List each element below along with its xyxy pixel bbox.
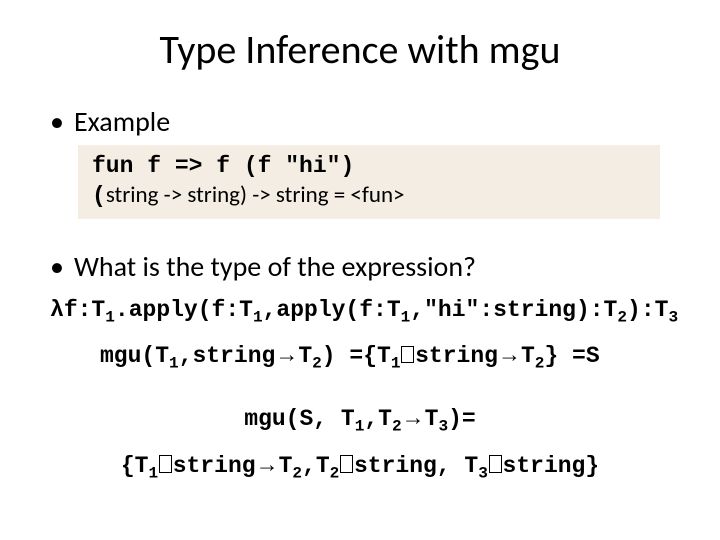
code-example-box: fun f => f (f "hi") (string -> string) -… xyxy=(78,145,660,219)
arrow-icon: → xyxy=(256,451,279,477)
code-type-rest: -> string = <fun> xyxy=(252,181,404,209)
slide: Type Inference with mgu Example fun f =>… xyxy=(0,0,720,540)
code-line-1: fun f => f (f "hi") xyxy=(92,151,646,181)
code-paren-open: ( xyxy=(92,183,106,209)
maps-to-icon xyxy=(489,455,502,473)
code-paren-close: ) xyxy=(240,181,252,209)
maps-to-icon xyxy=(401,346,414,364)
code-line-2: (string -> string) -> string = <fun> xyxy=(92,181,646,211)
bullet-example: Example xyxy=(50,104,670,139)
arrow-icon: → xyxy=(498,341,521,367)
code-type-inner: string -> string xyxy=(106,181,240,209)
lambda-expression: λf:T1.apply(f:T1,apply(f:T1,"hi":string)… xyxy=(50,292,670,329)
maps-to-icon xyxy=(159,455,172,473)
bullet-list-2: What is the type of the expression? xyxy=(50,249,670,284)
arrow-icon: → xyxy=(402,404,425,430)
mgu-step-2: mgu(S, T1,T2→T3)= {T1string→T2,T2string,… xyxy=(50,399,670,485)
maps-to-icon xyxy=(340,455,353,473)
lambda-symbol: λ xyxy=(50,297,64,323)
bullet-question: What is the type of the expression? xyxy=(50,249,670,284)
mgu-step-2-line-2: {T1string→T2,T2string, T3string} xyxy=(50,446,670,485)
arrow-icon: → xyxy=(275,341,298,367)
bullet-list-1: Example xyxy=(50,104,670,139)
code-fun-decl: fun f => xyxy=(92,153,216,179)
slide-title: Type Inference with mgu xyxy=(50,25,670,74)
mgu-step-2-line-1: mgu(S, T1,T2→T3)= xyxy=(50,399,670,438)
mgu-step-1: mgu(T1,string→T2) ={T1string→T2} =S xyxy=(100,336,670,375)
code-body: f (f "hi") xyxy=(216,153,354,179)
